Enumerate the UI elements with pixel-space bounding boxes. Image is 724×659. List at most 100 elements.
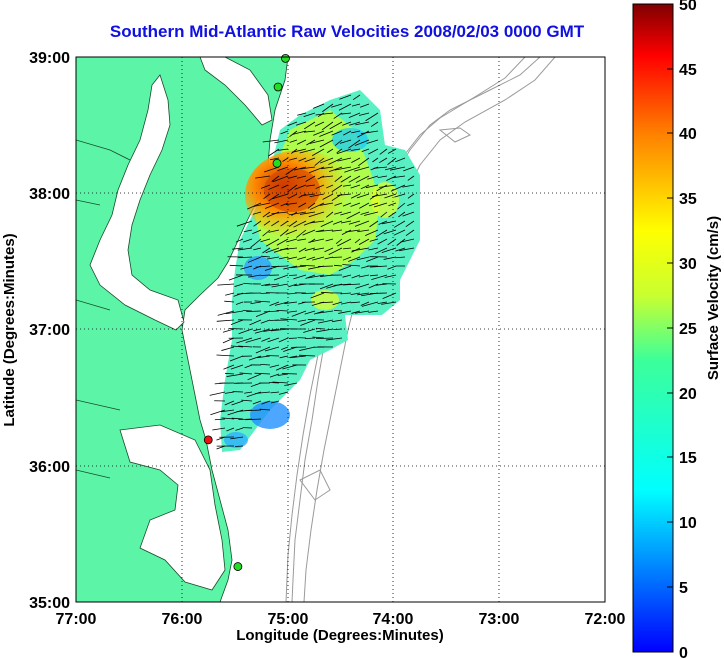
velocity-arrow [319, 139, 334, 148]
velocity-arrow [350, 202, 361, 207]
velocity-arrow [345, 229, 361, 233]
velocity-arrow [279, 355, 289, 359]
velocity-arrow [304, 121, 316, 130]
velocity-arrow [354, 238, 361, 244]
velocity-arrow [337, 193, 352, 196]
velocity-arrow [373, 166, 388, 169]
velocity-arrow [293, 166, 307, 171]
velocity-arrow [301, 193, 316, 197]
colorbar-tick-label: 45 [679, 62, 697, 79]
velocity-arrow [331, 229, 343, 232]
velocity-arrow [256, 355, 271, 359]
y-tick-label: 35:00 [29, 595, 70, 612]
colorbar-tick-label: 10 [679, 515, 697, 532]
velocity-arrow [352, 94, 361, 101]
velocity-arrow [387, 265, 397, 270]
velocity-arrow [282, 157, 289, 162]
velocity-arrow [260, 238, 271, 243]
velocity-arrow [245, 337, 262, 343]
velocity-arrow [291, 148, 307, 153]
velocity-arrow [272, 175, 289, 183]
velocity-arrow [336, 148, 352, 155]
velocity-arrow [276, 238, 289, 246]
velocity-arrow [340, 175, 352, 183]
velocity-arrow [326, 184, 334, 189]
velocity-arrow [230, 364, 244, 370]
velocity-arrow [381, 301, 397, 305]
velocity-arrow [304, 310, 316, 315]
velocity-arrow [307, 202, 316, 209]
x-axis-label: Longitude (Degrees:Minutes) [236, 627, 444, 644]
velocity-arrow [395, 247, 406, 252]
y-tick-label: 37:00 [29, 322, 70, 339]
colorbar [632, 3, 674, 653]
velocity-arrow [280, 130, 289, 135]
velocity-arrow [238, 328, 253, 335]
velocity-arrow [302, 229, 316, 236]
velocity-arrow [359, 202, 370, 209]
velocity-arrow [355, 283, 370, 289]
velocity-arrow [262, 229, 271, 237]
velocity-arrow [278, 337, 289, 343]
velocity-arrow [247, 256, 262, 263]
colorbar-tick-label: 0 [679, 645, 688, 659]
velocity-arrow [390, 166, 406, 171]
velocity-arrow [235, 238, 244, 243]
velocity-arrow [337, 157, 352, 162]
velocity-arrow [360, 211, 370, 215]
velocity-arrow [360, 130, 379, 135]
velocity-arrow [304, 337, 316, 340]
y-axis-label: Latitude (Degrees:Minutes) [1, 233, 18, 426]
velocity-arrow [280, 220, 289, 227]
colorbar-label: Surface Velocity (cm/s) [705, 216, 722, 380]
velocity-arrow [243, 282, 253, 285]
velocity-arrow [329, 121, 343, 130]
velocity-arrow [319, 202, 334, 206]
velocity-arrow [268, 193, 280, 202]
velocity-arrow [270, 157, 280, 161]
velocity-arrow [222, 337, 235, 344]
velocity-arrow [253, 202, 271, 207]
velocity-arrow [340, 211, 352, 216]
velocity-arrow [221, 417, 235, 420]
velocity-arrow [397, 202, 406, 210]
velocity-arrow [263, 166, 280, 173]
velocity-arrow [288, 220, 298, 227]
velocity-arrow [361, 301, 379, 307]
velocity-arrow [350, 148, 361, 151]
velocity-arrow [275, 364, 289, 371]
velocity-arrow [305, 175, 316, 182]
velocity-arrow [403, 166, 415, 172]
velocity-arrow [273, 247, 289, 253]
velocity-arrow [284, 301, 298, 304]
velocity-arrow [369, 220, 379, 228]
velocity-arrow [340, 301, 352, 305]
velocity-arrow [298, 202, 307, 208]
velocity-arrow [263, 193, 271, 199]
velocity-arrow [336, 148, 343, 154]
velocity-arrow [216, 445, 226, 450]
station-markers [203, 53, 290, 571]
velocity-arrow [314, 157, 325, 166]
colorbar-tick-label: 50 [679, 0, 697, 14]
velocity-arrow [391, 175, 406, 179]
station-assateague [272, 158, 282, 168]
velocity-arrow [315, 229, 325, 233]
velocity-field [220, 90, 420, 452]
velocity-arrow [400, 238, 415, 243]
velocity-arrow [230, 345, 244, 348]
velocity-arrow [266, 238, 280, 247]
velocity-arrow [319, 283, 334, 290]
velocity-arrow [269, 301, 280, 306]
velocity-arrow [369, 238, 379, 242]
velocity-arrow [287, 184, 298, 193]
velocity-arrow [387, 238, 397, 246]
velocity-arrow [334, 211, 343, 215]
velocity-arrow [260, 363, 271, 366]
velocity-arrow [319, 301, 334, 304]
velocity-arrow [253, 220, 262, 227]
colorbar-tick-label: 35 [679, 191, 697, 208]
velocity-arrow [234, 283, 244, 287]
velocity-arrow [385, 166, 397, 171]
velocity-arrow [354, 220, 370, 227]
